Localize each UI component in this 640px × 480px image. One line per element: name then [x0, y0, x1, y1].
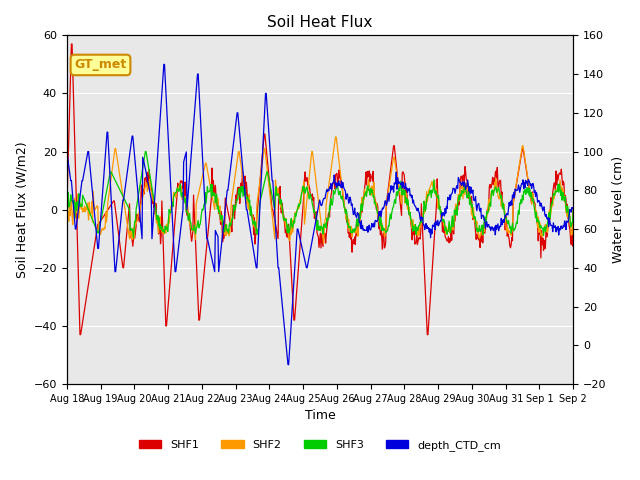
Text: GT_met: GT_met: [74, 59, 127, 72]
SHF2: [332, 134, 339, 140]
depth_CTD_cm: [570, 205, 577, 211]
Line: SHF3: SHF3: [67, 152, 573, 237]
SHF3: [130, 234, 138, 240]
Legend: SHF1, SHF2, SHF3, depth_CTD_cm: SHF1, SHF2, SHF3, depth_CTD_cm: [135, 435, 505, 455]
SHF3: [122, 200, 130, 206]
SHF3: [261, 178, 269, 183]
SHF3: [402, 200, 410, 205]
depth_CTD_cm: [260, 118, 268, 123]
SHF2: [320, 240, 328, 246]
SHF3: [570, 207, 577, 213]
SHF3: [242, 191, 250, 196]
Title: Soil Heat Flux: Soil Heat Flux: [268, 15, 372, 30]
Y-axis label: Soil Heat Flux (W/m2): Soil Heat Flux (W/m2): [15, 141, 28, 278]
SHF1: [63, 207, 70, 213]
SHF2: [241, 187, 248, 192]
SHF2: [570, 207, 577, 213]
SHF1: [76, 332, 84, 337]
SHF2: [260, 151, 268, 156]
SHF1: [373, 201, 381, 206]
depth_CTD_cm: [160, 61, 168, 67]
depth_CTD_cm: [284, 362, 292, 368]
SHF1: [68, 41, 76, 47]
Y-axis label: Water Level (cm): Water Level (cm): [612, 156, 625, 263]
depth_CTD_cm: [402, 180, 410, 186]
SHF2: [216, 212, 223, 217]
Line: depth_CTD_cm: depth_CTD_cm: [67, 64, 573, 365]
depth_CTD_cm: [373, 219, 381, 225]
SHF1: [217, 221, 225, 227]
SHF1: [124, 222, 131, 228]
SHF2: [122, 215, 130, 220]
Line: SHF1: SHF1: [67, 44, 573, 335]
SHF2: [63, 210, 70, 216]
SHF2: [402, 196, 410, 202]
SHF3: [141, 149, 149, 155]
SHF2: [373, 207, 381, 213]
Line: SHF2: SHF2: [67, 137, 573, 243]
SHF1: [570, 207, 577, 213]
SHF3: [373, 209, 381, 215]
depth_CTD_cm: [216, 256, 224, 262]
SHF1: [402, 188, 410, 193]
depth_CTD_cm: [63, 149, 70, 155]
SHF1: [261, 131, 269, 137]
SHF3: [63, 198, 70, 204]
SHF3: [217, 216, 225, 222]
depth_CTD_cm: [122, 178, 130, 183]
depth_CTD_cm: [241, 192, 249, 198]
SHF1: [242, 192, 250, 198]
X-axis label: Time: Time: [305, 409, 335, 422]
